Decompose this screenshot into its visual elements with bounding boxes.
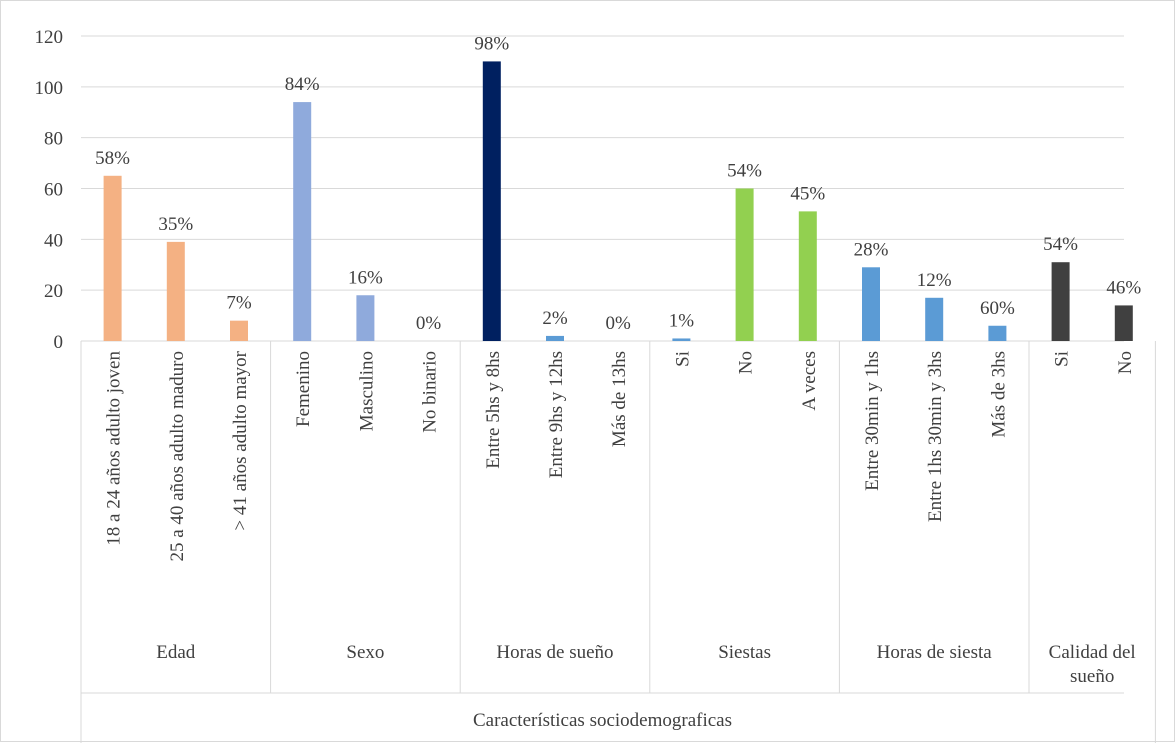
bar [798,211,817,341]
data-label: 54% [1043,234,1078,255]
bar [1114,305,1133,341]
group-label: Horas de sueño [496,642,613,663]
data-label: 1% [669,310,695,331]
data-label: 84% [285,74,320,95]
bar [482,61,501,342]
category-label: A veces [799,351,820,411]
data-labels: 58% 35% 7% 84% 16% 0% 98% 2% 0% 1% 54% 45% 28% 12% 60%… [95,33,1141,334]
category-label: No [1115,351,1136,374]
category-label: > 41 años adulto mayor [230,350,251,530]
data-label: 2% [542,308,568,329]
x-axis-categories: 18 a 24 años adulto joven 25 a 40 años ad… [104,350,1136,561]
data-label: 98% [474,33,509,54]
y-tick-label: 20 [44,281,63,302]
category-label: 25 a 40 años adulto maduro [167,351,188,562]
bar [546,335,564,341]
y-tick-label: 80 [44,129,63,150]
category-label: Entre 9hs y 12hs [546,351,567,478]
data-label: 46% [1106,277,1141,298]
group-label: Sexo [346,642,384,663]
y-axis-ticks: 0 20 40 60 80 100 120 [35,27,64,353]
bar [356,295,375,341]
y-tick-label: 0 [54,332,64,353]
data-label: 12% [917,270,952,291]
category-label: Entre 5hs y 8hs [483,351,504,469]
category-label: Más de 3hs [988,351,1009,438]
data-label: 7% [226,293,252,314]
group-label: Edad [156,642,196,663]
group-label: Siestas [718,642,771,663]
y-tick-label: 60 [44,180,63,201]
y-tick-label: 100 [35,78,64,99]
y-tick-label: 120 [35,27,64,48]
data-label: 58% [95,148,130,169]
category-label: Si [1052,351,1073,367]
gridlines [80,35,1156,743]
data-label: 0% [606,313,632,334]
bar [925,297,944,341]
category-label: No binario [420,351,441,433]
data-label: 16% [348,267,383,288]
y-tick-label: 40 [44,230,63,251]
bars [103,61,1133,342]
data-label: 54% [727,161,762,182]
group-label: Horas de siesta [877,642,993,663]
bar [735,188,754,341]
bar [166,241,185,341]
category-label: Más de 13hs [609,351,630,447]
bar [988,325,1007,341]
category-label: Entre 30min y 1hs [862,351,883,491]
category-label: Entre 1hs 30min y 3hs [925,351,946,522]
category-label: 18 a 24 años adulto joven [104,351,125,546]
bar [672,338,691,341]
bar [230,320,248,341]
x-axis-groups: Edad Sexo Horas de sueño Siestas Horas de si… [156,642,1135,687]
category-label: No [736,351,757,374]
data-label: 35% [158,214,193,235]
bar [293,102,312,341]
data-label: 28% [854,239,889,260]
data-label: 60% [980,298,1015,319]
x-axis-title: Características sociodemograficas [473,710,732,731]
category-label: Masculino [356,351,377,431]
category-label: Si [672,351,693,367]
bar [103,175,122,341]
group-label: Calidad del sueño [1049,642,1136,687]
data-label: 45% [790,183,825,204]
category-label: Femenino [293,351,314,427]
bar [862,267,880,341]
data-label: 0% [416,313,442,334]
bar [1051,262,1070,341]
